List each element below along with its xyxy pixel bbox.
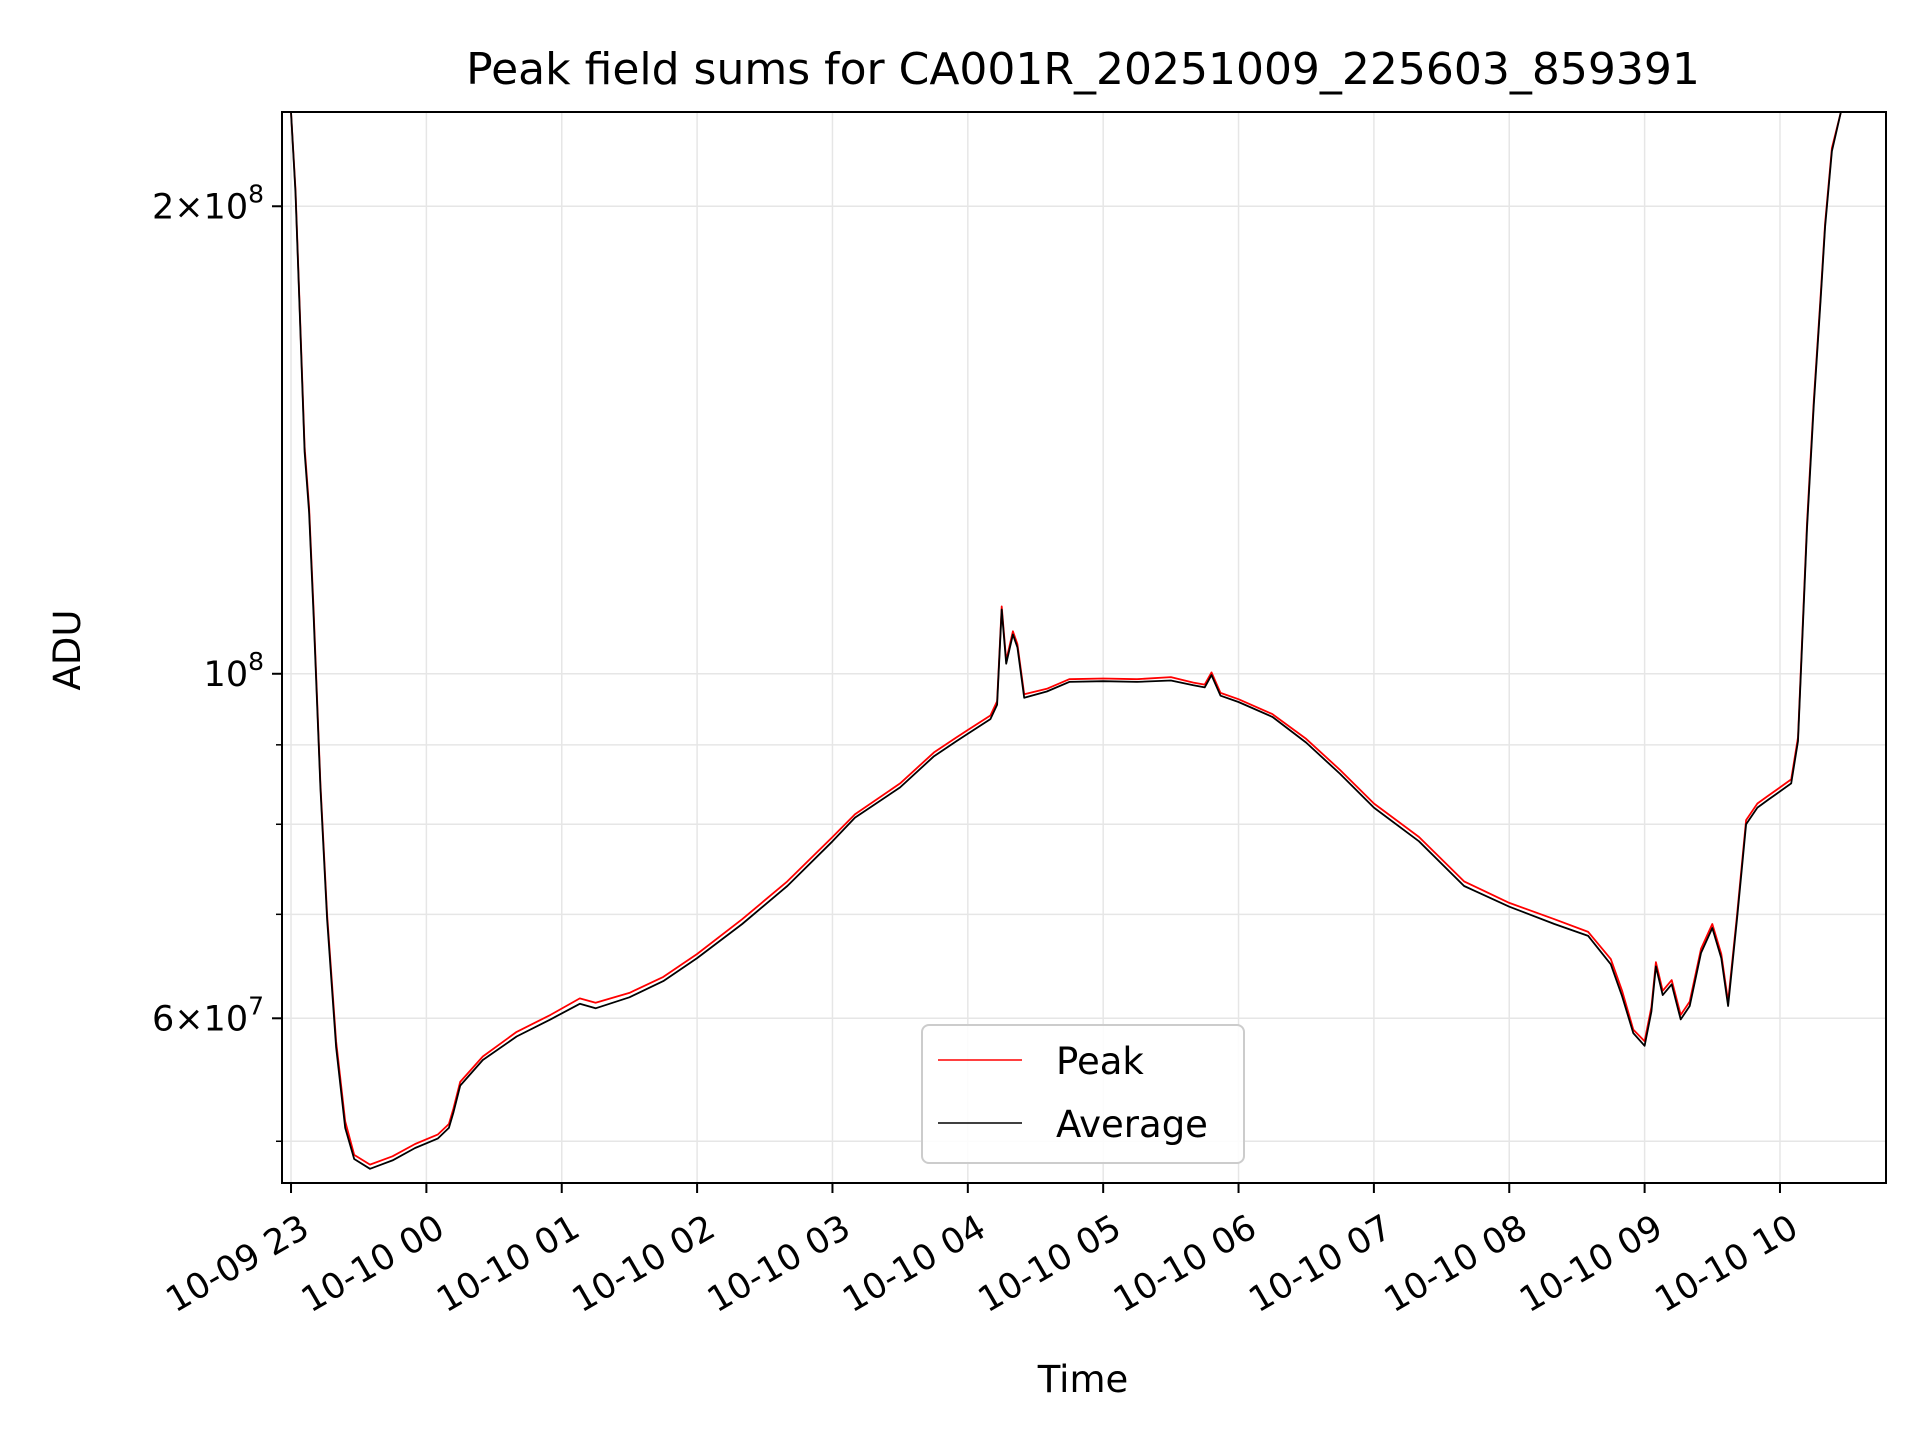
chart-title: Peak field sums for CA001R_20251009_2256…	[466, 44, 1700, 95]
y-tick-label: 2×108	[152, 179, 264, 227]
legend-peak-label: Peak	[1056, 1040, 1144, 1083]
y-axis-ticks: 6×107 108 2×108	[152, 179, 282, 1143]
y-axis-label: ADU	[46, 610, 89, 691]
x-axis-label: Time	[1037, 1358, 1129, 1401]
y-tick-label: 6×107	[152, 991, 264, 1039]
grid	[282, 112, 1886, 1183]
plot-frame	[281, 111, 1887, 1184]
legend: Peak Average	[921, 1024, 1245, 1164]
y-tick-label: 108	[204, 647, 264, 695]
series-average-line	[284, 112, 1880, 1170]
legend-average-label: Average	[1056, 1103, 1208, 1146]
series-layer	[284, 112, 1880, 1170]
